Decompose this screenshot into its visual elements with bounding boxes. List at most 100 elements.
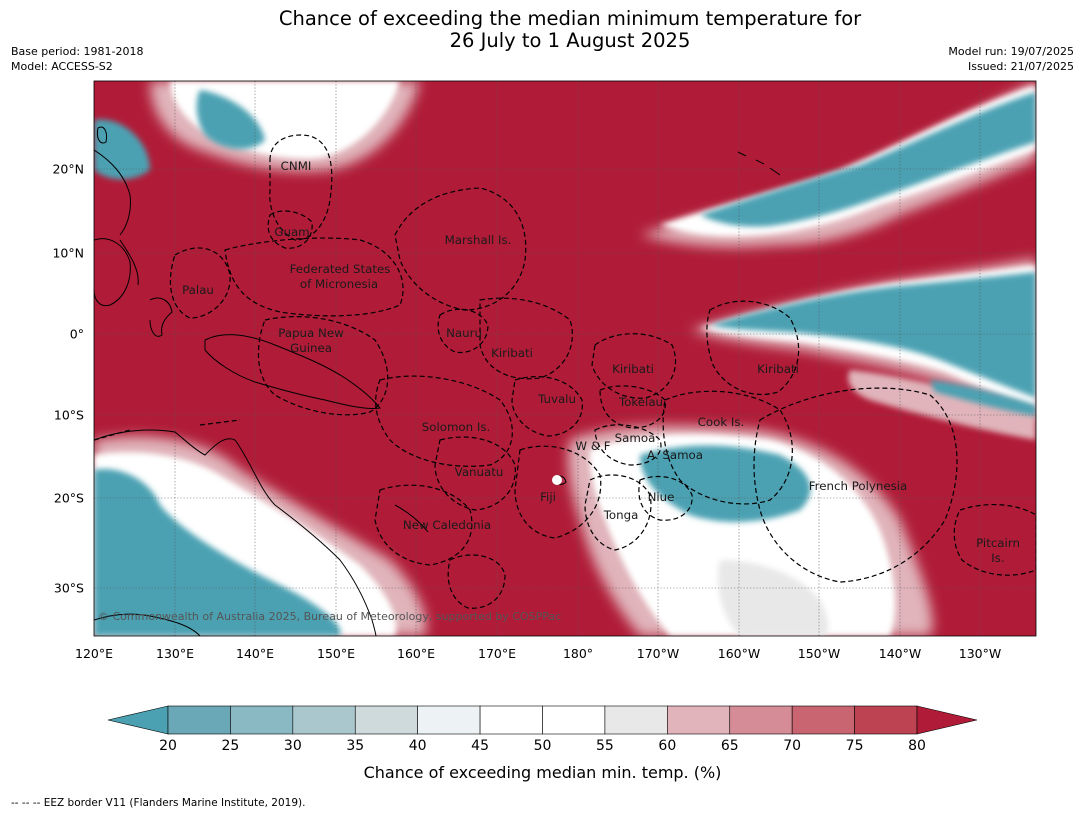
place-label: French Polynesia <box>808 479 908 493</box>
colorbar-tick-label: 65 <box>720 738 739 754</box>
colorbar-segment <box>604 705 668 735</box>
colorbar <box>107 705 978 735</box>
sulawesi-outline <box>149 297 173 337</box>
graticule <box>94 81 1036 636</box>
title-line-1: Chance of exceeding the median minimum t… <box>278 7 862 30</box>
colorbar-tick-label: 20 <box>159 738 177 754</box>
place-label: Pitcairn <box>976 536 1020 550</box>
place-label: Kiribati <box>757 362 799 376</box>
colorbar-tick-label: 70 <box>783 738 802 754</box>
colorbar-segment <box>729 705 793 735</box>
philippines-outline <box>94 149 139 286</box>
place-label: A. Samoa <box>646 448 704 462</box>
lon-label: 140°E <box>235 646 275 661</box>
lon-label: 170°W <box>636 646 680 661</box>
place-label: Papua New <box>278 326 344 340</box>
fiji-patch <box>552 475 562 485</box>
colorbar-tick-label: 80 <box>908 738 926 754</box>
eez-pitcairn <box>953 504 1036 576</box>
eez-solomon <box>375 375 513 467</box>
colorbar-segment <box>479 705 543 735</box>
lat-label: 10°N <box>52 245 84 261</box>
lon-label: 130°W <box>958 646 1002 661</box>
hawaii-outline <box>737 151 781 176</box>
eez-tuvalu <box>511 376 583 437</box>
lon-label: 180° <box>562 646 594 661</box>
lat-label: 10°S <box>53 407 84 423</box>
new-guinea-outline <box>204 334 381 409</box>
borneo-outline <box>94 238 131 307</box>
eez-palau <box>169 247 231 319</box>
lon-label: 120°E <box>74 646 114 661</box>
eez-cook <box>662 390 793 505</box>
eez-vanuatu <box>434 436 516 511</box>
colorbar-tick-label: 30 <box>283 738 302 754</box>
colorbar-tick-label: 35 <box>346 738 365 754</box>
colorbar-tick-label: 25 <box>221 738 240 754</box>
eez-border-note: -- -- -- EEZ border V11 (Flanders Marine… <box>11 797 306 809</box>
place-label: Kiribati <box>491 346 533 360</box>
lon-label: 150°E <box>316 646 356 661</box>
lon-label: 150°W <box>797 646 841 661</box>
new-caledonia-outline <box>394 504 429 533</box>
place-label: Tonga <box>603 508 639 522</box>
lat-label: 30°S <box>53 580 84 596</box>
colorbar-segment <box>354 705 418 735</box>
eez-new-caledonia <box>374 484 473 566</box>
lat-label: 0° <box>69 326 84 342</box>
lon-label: 160°E <box>396 646 436 661</box>
place-label: Is. <box>991 551 1005 565</box>
land-outlines <box>94 126 781 636</box>
colorbar-segment <box>667 705 731 735</box>
colorbar-segment <box>854 705 918 735</box>
eez-guam <box>267 210 313 249</box>
eez-borders <box>94 134 1036 609</box>
colorbar-tick-label: 40 <box>408 738 427 754</box>
se-pacific-anomaly <box>848 370 1036 440</box>
colorbar-tick-label: 55 <box>595 738 614 754</box>
eez-kiribati-central <box>591 333 677 399</box>
colorbar-tick-label: 60 <box>658 738 677 754</box>
model-name: Model: ACCESS-S2 <box>11 60 113 73</box>
meta-right: Model run: 19/07/2025 Issued: 21/07/2025 <box>948 44 1074 74</box>
eez-nauru <box>437 308 489 354</box>
place-label: Samoa <box>614 431 656 445</box>
eez-kiribati-east <box>706 300 800 396</box>
meta-left: Base period: 1981-2018 Model: ACCESS-S2 <box>11 44 143 74</box>
place-label: CNMI <box>280 159 312 173</box>
taiwan-outline <box>97 126 107 144</box>
issued-date: Issued: 21/07/2025 <box>967 60 1074 73</box>
eez-fiji <box>514 445 602 539</box>
eez-se-australia <box>94 419 241 441</box>
place-label: of Micronesia <box>299 277 379 291</box>
eez-samoa <box>594 424 662 466</box>
place-label: Nauru <box>446 326 482 340</box>
map-frame <box>93 80 1037 637</box>
colorbar-tick-label: 50 <box>533 738 552 754</box>
eez-niue <box>638 475 693 521</box>
lon-label: 170°E <box>477 646 517 661</box>
place-label: Palau <box>182 283 214 297</box>
place-label: Guam <box>274 225 310 239</box>
chart-title: Chance of exceeding the median minimum t… <box>0 8 1085 52</box>
place-label: New Caledonia <box>402 518 492 532</box>
place-label: Kiribati <box>612 362 654 376</box>
place-label: Vanuatu <box>454 465 504 479</box>
australia-anomaly <box>94 436 427 636</box>
lon-label: 160°W <box>717 646 761 661</box>
title-line-2: 26 July to 1 August 2025 <box>449 29 691 52</box>
lat-label: 20°N <box>52 161 84 177</box>
place-label: Niue <box>647 490 675 504</box>
colorbar-segment <box>417 705 481 735</box>
place-label: Solomon Is. <box>421 420 491 434</box>
eez-fsm <box>224 237 404 317</box>
base-period: Base period: 1981-2018 <box>11 45 144 58</box>
colorbar-arrow-low <box>107 705 169 735</box>
eez-norfolk <box>447 554 506 609</box>
colorbar-tick-label: 75 <box>845 738 864 754</box>
ne-pacific-anomaly <box>640 81 1036 248</box>
lat-label: 20°S <box>53 490 84 506</box>
colorbar-label: Chance of exceeding median min. temp. (%… <box>363 763 722 782</box>
place-label: W & F <box>575 439 611 453</box>
